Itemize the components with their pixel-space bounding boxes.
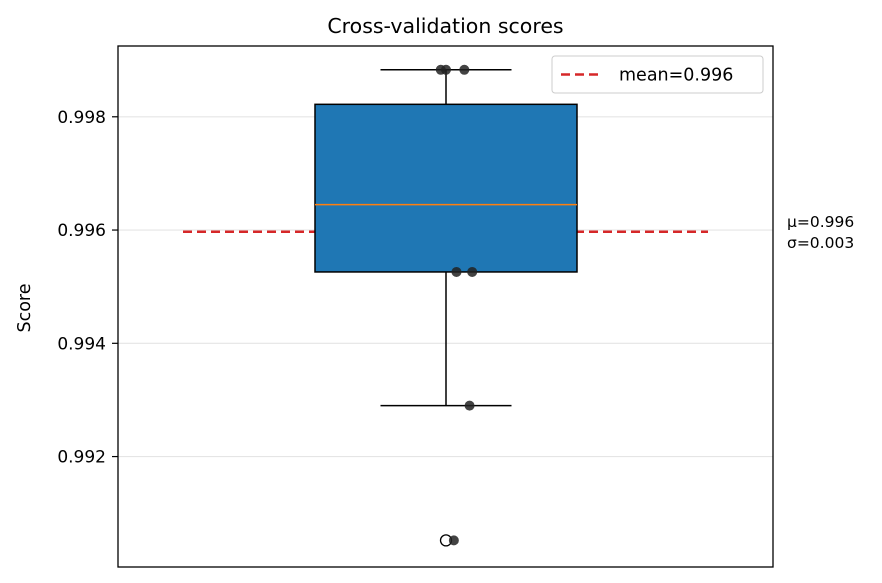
y-axis-ticks: 0.992 0.994 0.996 0.998	[57, 108, 118, 468]
y-axis-label: Score	[15, 283, 35, 332]
legend-box	[551, 55, 764, 94]
legend-label-mean: mean=0.996	[619, 66, 733, 86]
data-point	[467, 266, 478, 277]
plot-frame	[117, 45, 774, 568]
data-point	[451, 266, 462, 277]
data-point	[441, 64, 451, 75]
data-point	[464, 400, 475, 411]
chart-title: Cross-validation scores	[327, 14, 563, 38]
y-tick-label: 0.998	[57, 108, 106, 128]
legend: mean=0.996	[551, 55, 764, 94]
y-tick-label: 0.994	[57, 334, 106, 354]
box-group	[314, 69, 578, 547]
mu-annotation: μ=0.996	[787, 213, 854, 231]
data-point	[459, 64, 470, 75]
y-tick-label: 0.992	[57, 448, 106, 468]
iqr-box	[314, 103, 578, 273]
y-tick-label: 0.996	[57, 221, 106, 241]
data-points	[435, 64, 478, 546]
data-point	[448, 535, 459, 546]
sigma-annotation: σ=0.003	[787, 234, 854, 252]
